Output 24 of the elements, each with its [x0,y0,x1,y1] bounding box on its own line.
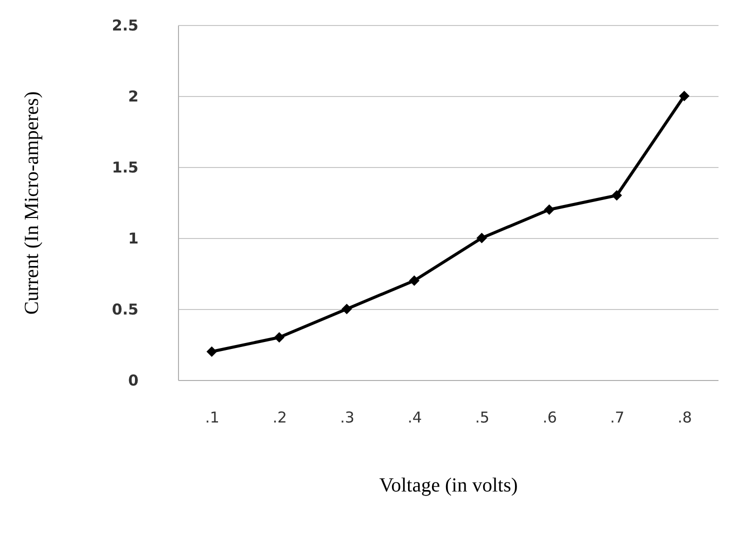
x-tick-label: .6 [542,408,557,426]
y-tick-label: 0.5 [112,300,138,318]
point [342,304,352,314]
x-tick-label: .8 [678,408,692,426]
x-tick-label: .1 [205,408,220,426]
point [409,275,420,286]
x-tick-label: .5 [475,408,490,426]
y-tick-label: 1.5 [112,158,138,176]
point [612,190,622,201]
x-tick-label: .2 [272,408,287,426]
y-tick-label: 1 [128,230,138,248]
y-axis-title: Current (In Micro-amperes) [20,91,43,315]
x-axis-title: Voltage (in volts) [379,474,518,496]
y-tick-label: 0 [128,372,138,390]
x-tick-label: .7 [610,408,624,426]
x-tick-label: .4 [408,408,422,426]
point [274,332,284,343]
point [544,204,554,215]
point [206,346,217,357]
point [476,232,487,244]
y-tick-label: 2.5 [112,16,138,34]
point [679,90,690,102]
y-tick-label: 2 [128,88,138,106]
x-tick-label: .3 [340,408,354,426]
